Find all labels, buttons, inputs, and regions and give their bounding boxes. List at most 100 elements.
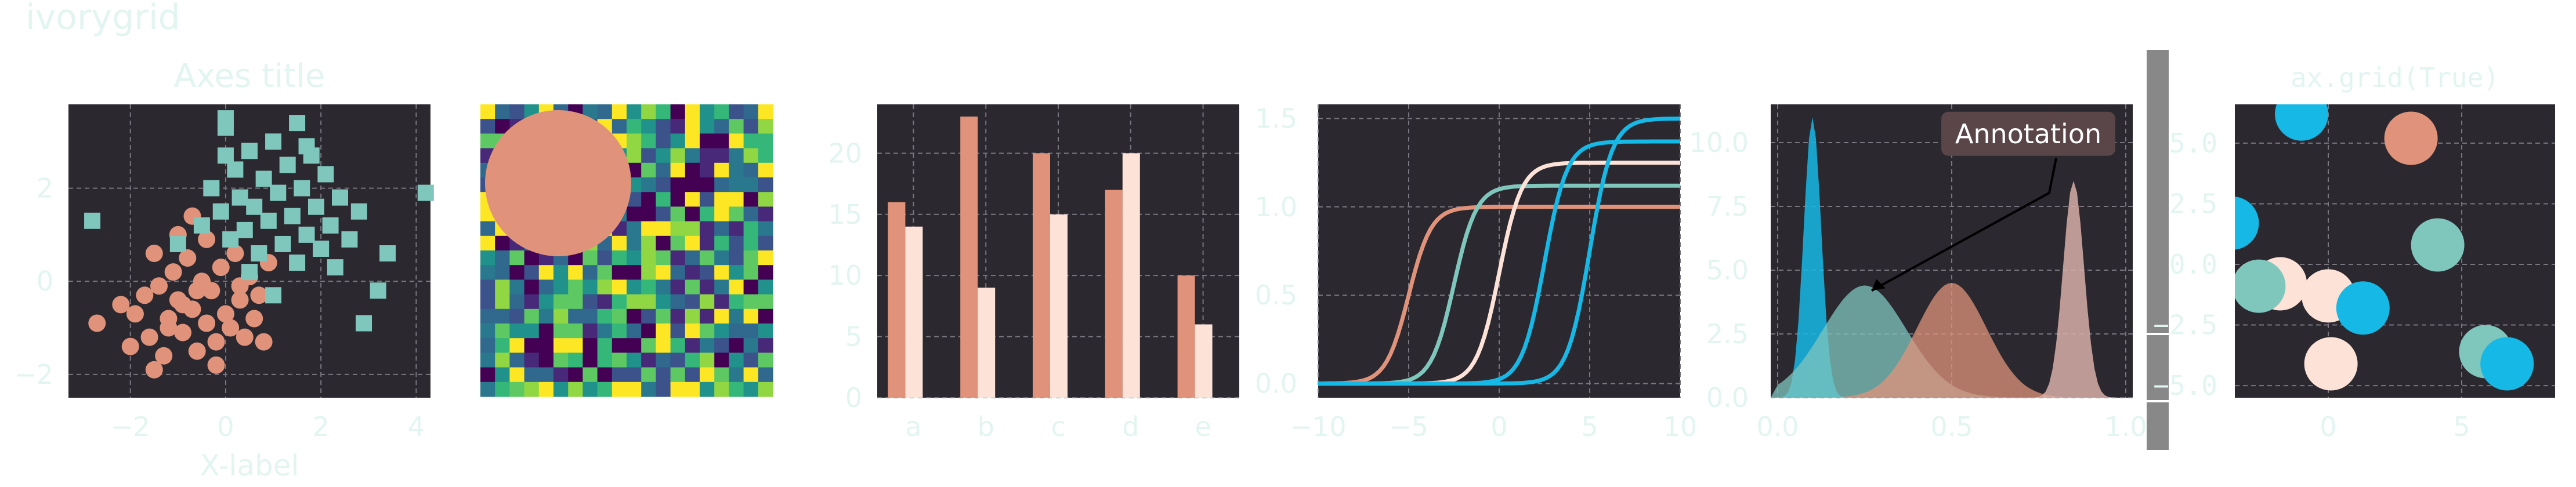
heatmap-cell xyxy=(685,133,700,149)
heatmap-cell xyxy=(627,206,642,222)
heatmap-cell xyxy=(685,162,700,178)
heatmap-cell xyxy=(568,338,583,353)
heatmap-cell xyxy=(743,324,759,339)
line-series xyxy=(1318,205,1680,386)
heatmap-cell xyxy=(641,279,656,295)
heatmap-cell xyxy=(670,352,686,368)
heatmap-cell xyxy=(538,308,554,324)
scatter-point-square xyxy=(332,189,348,206)
heatmap-cell xyxy=(758,235,773,251)
bubble-title: ax.grid(True) xyxy=(2291,62,2499,93)
heatmap-cell xyxy=(714,177,729,192)
heatmap-cell xyxy=(729,148,744,163)
heatmap-cell xyxy=(641,308,656,324)
heatmap-cell xyxy=(597,352,613,368)
heatmap-cell xyxy=(670,221,686,237)
heatmap-cell xyxy=(568,324,583,339)
heatmap-cell xyxy=(729,221,744,237)
heatmap-cell xyxy=(714,294,729,310)
heatmap-cell xyxy=(641,381,656,397)
heatmap-cell xyxy=(538,367,554,383)
area-panel: Annotation 0.0 0.5 1.0 0.0 2.5 5.0 7.5 10.0 xyxy=(1689,104,2147,442)
heatmap-cell xyxy=(685,221,700,237)
scatter-point-square xyxy=(193,217,210,234)
heatmap-cell xyxy=(627,250,642,266)
bar xyxy=(1177,275,1195,398)
bubble-points xyxy=(2235,104,2534,391)
heatmap-cell xyxy=(656,265,671,280)
scatter-point-square xyxy=(241,143,258,159)
heatmap-cell xyxy=(743,119,759,134)
heatmap-cell xyxy=(670,119,686,134)
figure-suptitle: ivorygrid xyxy=(26,0,180,38)
x-tick-label: 0.0 xyxy=(1756,411,1799,442)
heatmap-cell xyxy=(656,294,671,310)
heatmap-cell xyxy=(729,206,744,222)
heatmap-cell xyxy=(612,119,627,134)
x-tick-label: 0 xyxy=(1490,411,1507,442)
scatter-point-square xyxy=(307,198,324,215)
scatter-point-circle xyxy=(226,245,244,263)
y-tick-label: 10 xyxy=(828,260,862,291)
heatmap-cell xyxy=(700,133,715,149)
heatmap-cell xyxy=(714,206,729,222)
heatmap-cell xyxy=(553,308,569,324)
heatmap-cell xyxy=(729,381,744,397)
heatmap-cell xyxy=(729,133,744,149)
heatmap-cell xyxy=(495,265,510,280)
x-tick-label: −5 xyxy=(1389,411,1428,442)
heatmap-cell xyxy=(612,324,627,339)
scatter-xlabel: X-label xyxy=(200,449,299,482)
heatmap-cell xyxy=(538,294,554,310)
heatmap-cell xyxy=(656,162,671,178)
heatmap-cell xyxy=(758,338,773,353)
heatmap-cell xyxy=(700,235,715,251)
heatmap-cell xyxy=(714,338,729,353)
heatmap-cell xyxy=(700,250,715,266)
x-tick-label: 5 xyxy=(2453,411,2470,442)
heatmap-cell xyxy=(641,162,656,178)
scatter-point-circle xyxy=(179,249,197,267)
y-tick-label: 7.5 xyxy=(1706,191,1749,222)
scatter-point-square xyxy=(231,189,248,206)
heatmap-cell xyxy=(480,119,495,134)
scatter-point-square xyxy=(246,198,263,215)
area-series xyxy=(1771,283,2126,398)
scatter-point-square xyxy=(251,245,267,262)
y-tick-label: 1.5 xyxy=(1255,103,1297,134)
heatmap-cell xyxy=(670,250,686,266)
scatter-point-circle xyxy=(136,286,154,304)
scatter-point-circle xyxy=(188,342,206,360)
scatter-title: Axes title xyxy=(174,57,325,95)
heatmap-cell xyxy=(524,308,540,324)
heatmap-cell xyxy=(495,104,510,119)
heatmap-cell xyxy=(729,104,744,119)
heatmap-cell xyxy=(685,324,700,339)
heatmap-cell xyxy=(758,294,773,310)
bubble-point xyxy=(2235,259,2286,313)
heatmap-overlay-circle xyxy=(485,110,631,256)
bar xyxy=(1122,153,1140,398)
heatmap-cell xyxy=(670,294,686,310)
heatmap-cell xyxy=(758,206,773,222)
heatmap-cell xyxy=(641,367,656,383)
heatmap-cell xyxy=(656,177,671,192)
heatmap-cell xyxy=(553,367,569,383)
scatter-point-square xyxy=(350,203,367,220)
scatter-point-square xyxy=(417,184,434,201)
heatmap-cell xyxy=(583,250,598,266)
heatmap-cell xyxy=(568,381,583,397)
bar xyxy=(978,288,996,398)
heatmap-cell xyxy=(627,294,642,310)
heatmap-cell xyxy=(509,338,525,353)
bar-panel: a b c d e 0 5 10 15 20 xyxy=(828,104,1239,442)
y-tick-label: 5.0 xyxy=(1706,255,1749,286)
y-tick-label: 20 xyxy=(828,137,862,169)
y-tick-label: 0 xyxy=(845,382,862,413)
chart-panels: −2 0 2 4 −2 0 2 Axes title X-label a b c d e 0 5 10 15 20 −… xyxy=(14,50,2555,482)
heatmap-cell xyxy=(685,265,700,280)
heatmap-cell xyxy=(758,265,773,280)
scatter-point-square xyxy=(289,115,306,132)
heatmap-cell xyxy=(685,177,700,192)
annotation-box xyxy=(1941,111,2115,156)
